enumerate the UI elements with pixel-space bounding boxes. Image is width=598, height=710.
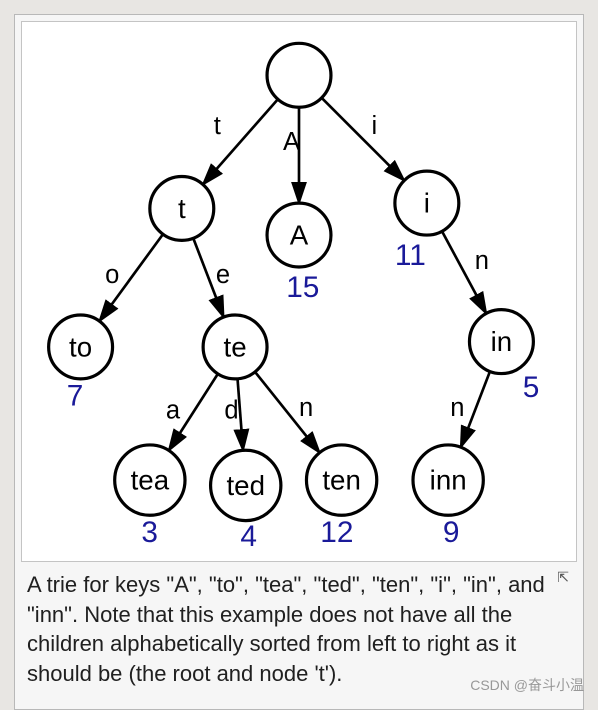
node-label-A: A (290, 220, 309, 251)
node-value-to: 7 (67, 380, 84, 413)
watermark: CSDN @奋斗小温 (470, 675, 584, 695)
node-label-inn: inn (430, 465, 467, 496)
edge-label-d: d (224, 396, 238, 424)
node-label-in: in (491, 326, 513, 357)
node-label-ten: ten (322, 465, 361, 496)
node-label-tea: tea (131, 465, 170, 496)
node-label-to: to (69, 331, 92, 362)
node-value-ten: 12 (320, 516, 353, 549)
node-label-te: te (224, 331, 247, 362)
node-label-i: i (424, 188, 430, 219)
enlarge-icon[interactable]: ⇱ (557, 568, 569, 587)
edge-label-t: t (214, 112, 221, 140)
node-value-A: 15 (286, 271, 319, 304)
edge-label-n: n (450, 394, 464, 422)
node-value-i: 11 (395, 239, 426, 272)
trie-diagram: t Ai to te in tea ted ten inn t Ai o e n a d n n 15 11 7 5 3 4… (21, 21, 577, 562)
edge-label-n: n (475, 247, 489, 275)
edge-label-n: n (299, 394, 313, 422)
edge-in-inn (461, 371, 490, 447)
caption-text: A trie for keys "A", "to", "tea", "ted",… (27, 572, 545, 686)
edge-label-e: e (216, 261, 230, 289)
edge-label-a: a (166, 396, 181, 424)
figure-card: t Ai to te in tea ted ten inn t Ai o e n a d n n 15 11 7 5 3 4… (14, 14, 584, 710)
edge-label-A: A (283, 128, 300, 156)
node-label-t: t (178, 193, 186, 224)
node-value-in: 5 (523, 371, 540, 404)
node-value-ted: 4 (240, 520, 257, 553)
edge-root-i (322, 98, 405, 181)
node-root (267, 43, 331, 107)
edge-label-o: o (105, 261, 119, 289)
trie-svg: t Ai to te in tea ted ten inn t Ai o e n a d n n 15 11 7 5 3 4… (22, 22, 576, 561)
node-value-inn: 9 (443, 516, 460, 549)
node-value-tea: 3 (141, 516, 158, 549)
node-label-ted: ted (226, 470, 264, 501)
edge-label-i: i (371, 112, 377, 140)
